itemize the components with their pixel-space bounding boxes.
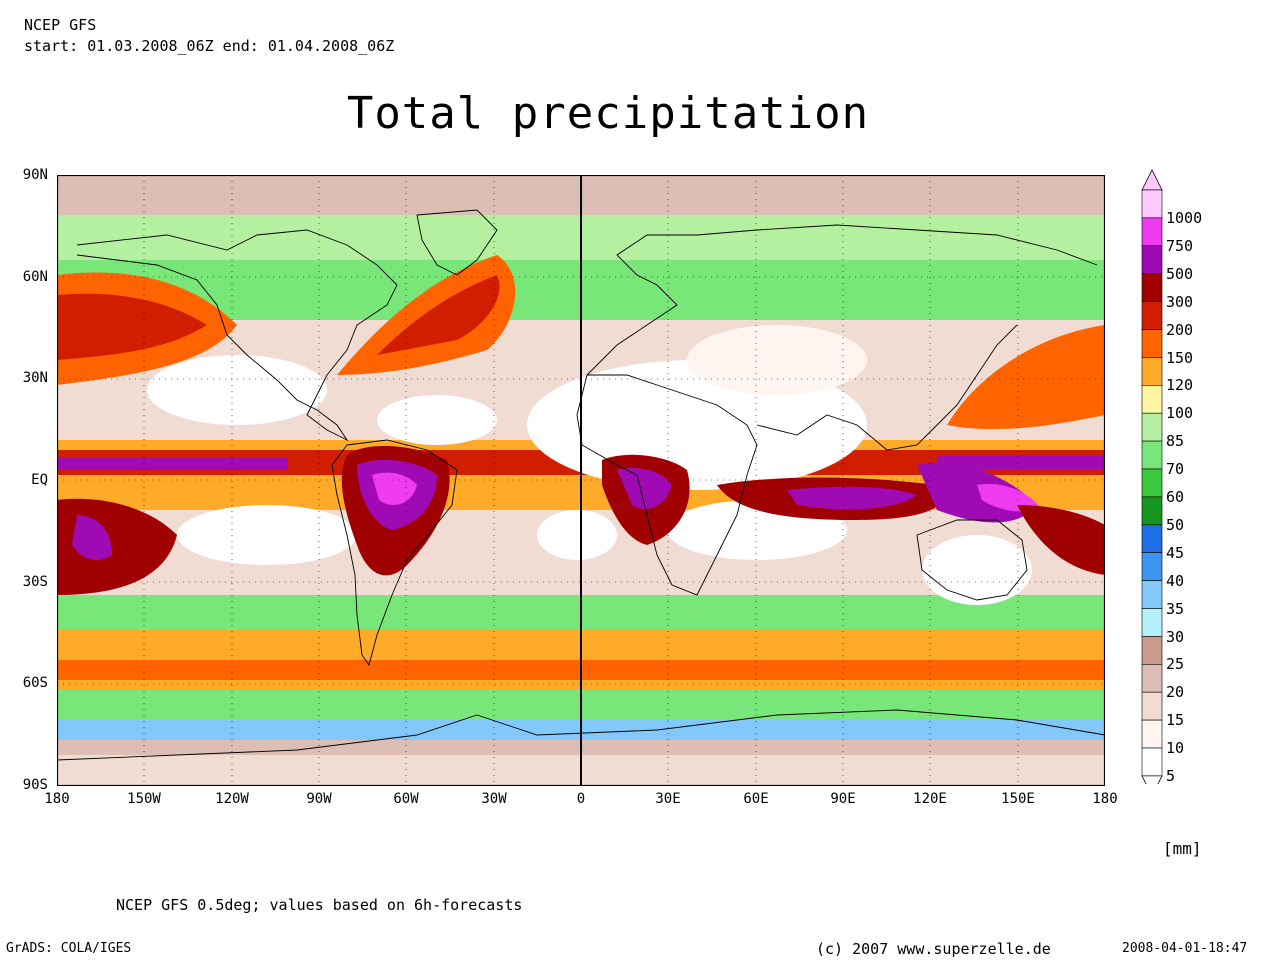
color-legend <box>1141 169 1163 784</box>
lon-label-90e: 90E <box>830 791 856 807</box>
legend-swatch <box>1141 301 1163 330</box>
legend-label: 200 <box>1166 320 1194 339</box>
legend-label: 20 <box>1166 683 1185 702</box>
legend-swatch <box>1141 719 1163 749</box>
legend-swatch <box>1141 357 1163 386</box>
lon-label-30w: 30W <box>481 791 507 807</box>
lon-label-150e: 150E <box>1001 791 1035 807</box>
legend-label: 60 <box>1166 488 1185 506</box>
lat-label-90s: 90S <box>22 777 48 793</box>
lon-label-120w: 120W <box>215 791 249 807</box>
lat-label-60n: 60N <box>22 269 48 285</box>
legend-underflow-arrow <box>1141 775 1163 784</box>
lat-label-eq: EQ <box>31 472 48 488</box>
legend-swatch <box>1141 636 1163 665</box>
legend-label: 5 <box>1166 767 1176 785</box>
legend-label: 150 <box>1166 348 1194 367</box>
legend-swatch <box>1141 608 1163 637</box>
lon-label-90w: 90W <box>306 791 332 807</box>
map-canvas <box>57 175 1105 786</box>
legend-swatch <box>1141 329 1163 358</box>
legend-swatch <box>1141 440 1163 470</box>
legend-label: 35 <box>1166 599 1185 618</box>
legend-swatch <box>1141 663 1163 693</box>
lat-label-90n: 90N <box>22 167 48 183</box>
lon-label-180w: 180 <box>44 791 70 807</box>
legend-swatch <box>1141 691 1163 721</box>
map-frame <box>57 175 1105 786</box>
legend-label: 300 <box>1166 292 1194 311</box>
legend-label: 40 <box>1166 571 1185 590</box>
legend-swatch <box>1141 524 1163 553</box>
legend-label: 70 <box>1166 460 1185 479</box>
lon-label-180e: 180 <box>1092 791 1118 807</box>
legend-overflow-arrow <box>1141 169 1163 191</box>
legend-label: 30 <box>1166 627 1185 646</box>
lon-label-30e: 30E <box>655 791 681 807</box>
render-timestamp: 2008-04-01-18:47 <box>1122 941 1248 956</box>
legend-label: 100 <box>1166 404 1194 423</box>
lon-label-120e: 120E <box>913 791 947 807</box>
legend-label: 50 <box>1166 515 1185 534</box>
legend-swatch <box>1141 468 1163 498</box>
copyright-credit: (c) 2007 www.superzelle.de <box>816 940 1051 958</box>
legend-swatch <box>1141 747 1163 777</box>
legend-swatch <box>1141 245 1163 275</box>
legend-swatch <box>1141 552 1163 581</box>
lat-label-30n: 30N <box>22 370 48 386</box>
legend-swatch <box>1141 412 1163 442</box>
period-range: start: 01.03.2008_06Z end: 01.04.2008_06… <box>24 37 395 55</box>
legend-swatch <box>1141 580 1163 609</box>
legend-swatch <box>1141 217 1163 247</box>
lat-label-60s: 60S <box>22 675 48 691</box>
legend-label: 25 <box>1166 655 1185 674</box>
lon-label-0: 0 <box>576 791 586 807</box>
legend-label: 85 <box>1166 432 1185 451</box>
lon-label-60e: 60E <box>743 791 769 807</box>
legend-label: 10 <box>1166 739 1185 758</box>
legend-label: 45 <box>1166 543 1185 562</box>
legend-label: 500 <box>1166 264 1194 283</box>
model-name: NCEP GFS <box>24 16 97 34</box>
legend-swatch <box>1141 385 1163 414</box>
precipitation-map <box>57 175 1105 786</box>
data-source-note: NCEP GFS 0.5deg; values based on 6h-fore… <box>116 896 523 914</box>
legend-label: 15 <box>1166 711 1185 730</box>
lon-label-150w: 150W <box>127 791 161 807</box>
legend-swatch <box>1141 189 1163 219</box>
legend-swatch <box>1141 273 1163 302</box>
legend-label: 750 <box>1166 236 1194 255</box>
lat-label-30s: 30S <box>22 574 48 590</box>
legend-swatch <box>1141 496 1163 526</box>
coastlines <box>57 209 1105 761</box>
legend-label: 1000 <box>1166 209 1203 227</box>
legend-unit: [mm] <box>1163 839 1202 858</box>
lon-label-60w: 60W <box>393 791 419 807</box>
map-title: Total precipitation <box>346 88 870 139</box>
legend-label: 120 <box>1166 376 1194 395</box>
software-credit: GrADS: COLA/IGES <box>6 941 132 956</box>
graticule <box>57 175 1105 786</box>
